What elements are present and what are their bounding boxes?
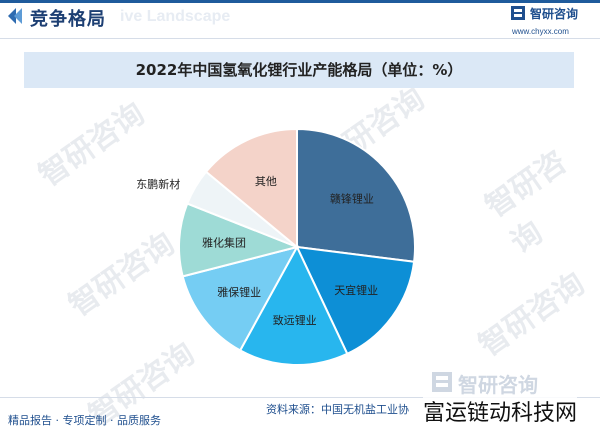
overlay-caption: 富运链动科技网 (423, 395, 578, 427)
data-source: 资料来源：中国无机盐工业协 (266, 403, 409, 416)
section-chevron-icon (8, 8, 22, 24)
pie-slice (295, 245, 416, 356)
slice-label: 赣锋锂业 (330, 192, 374, 206)
section-ghost-text: ive Landscape (120, 8, 231, 25)
brand-name: 智研咨询 (530, 7, 579, 21)
footer-brand: 智研咨询 (458, 373, 538, 397)
brand-url: www.chyxx.com (512, 27, 569, 36)
pie-slice (204, 127, 298, 250)
slice-label: 天宜锂业 (334, 283, 378, 297)
footer-brand-logo-icon (432, 372, 452, 392)
footer-rule (0, 397, 600, 398)
slice-label: 其他 (255, 175, 277, 188)
chart-title: 2022年中国氢氧化锂行业产能格局（单位：%） (135, 61, 463, 79)
pie-slice (178, 202, 301, 278)
header: 竞争格局 ive Landscape 智研咨询 www.chyxx.com (0, 0, 600, 44)
slice-label: 雅化集团 (202, 235, 246, 249)
footer-tagline: 精品报告 · 专项定制 · 品质服务 (8, 414, 161, 427)
pie-slice (296, 127, 416, 263)
chart-title-band: 2022年中国氢氧化锂行业产能格局（单位：%） (24, 52, 574, 88)
header-bar (0, 0, 600, 3)
slice-label: 雅保锂业 (217, 285, 261, 299)
pie-slice (238, 244, 349, 366)
section-title: 竞争格局 (30, 9, 106, 30)
brand-logo-icon (511, 6, 525, 20)
slice-label: 东鹏新材 (136, 177, 180, 191)
header-rule (0, 38, 600, 39)
pie-slice (181, 245, 299, 352)
slice-label: 致远锂业 (273, 313, 317, 327)
